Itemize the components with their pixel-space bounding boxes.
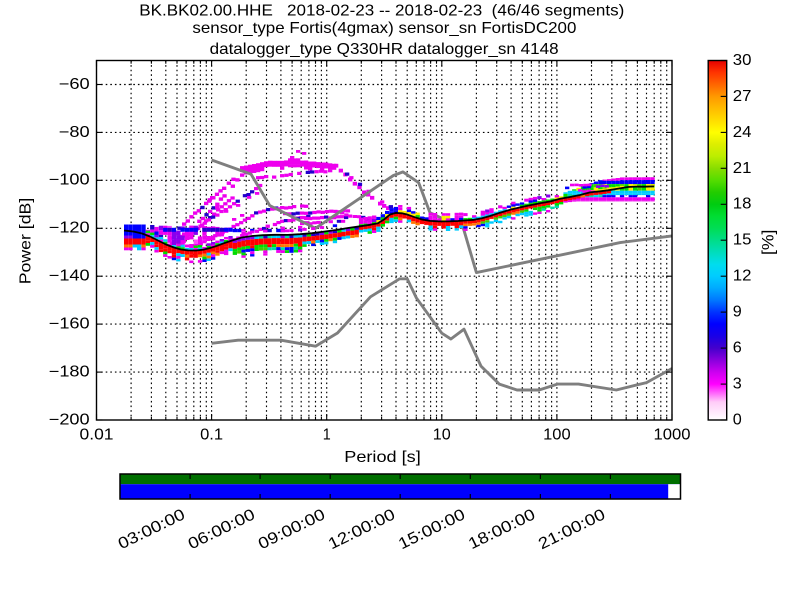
svg-text:−200: −200 (49, 411, 90, 428)
svg-text:100: 100 (543, 427, 571, 444)
svg-text:9: 9 (733, 304, 742, 321)
svg-text:datalogger_type Q330HR datalog: datalogger_type Q330HR datalogger_sn 414… (210, 41, 559, 58)
svg-text:−180: −180 (49, 364, 90, 381)
svg-text:[%]: [%] (759, 230, 778, 256)
svg-text:Power [dB]: Power [dB] (18, 198, 35, 285)
svg-text:−100: −100 (49, 172, 90, 189)
svg-text:15: 15 (733, 232, 752, 249)
svg-text:1: 1 (323, 427, 331, 444)
svg-text:0.01: 0.01 (80, 427, 114, 444)
svg-text:BK.BK02.00.HHE 2018-02-23 --: BK.BK02.00.HHE 2018-02-23 -- 2018-02-23 … (139, 3, 624, 20)
svg-text:−160: −160 (49, 316, 90, 333)
svg-text:24: 24 (733, 124, 752, 141)
svg-text:30: 30 (733, 52, 752, 69)
svg-text:12: 12 (733, 268, 752, 285)
svg-text:−80: −80 (59, 124, 90, 141)
svg-text:Period [s]: Period [s] (344, 449, 421, 466)
svg-text:1000: 1000 (654, 427, 691, 444)
svg-text:sensor_type Fortis(4gmax) sens: sensor_type Fortis(4gmax) sensor_sn Fort… (192, 20, 576, 37)
svg-text:0: 0 (733, 411, 742, 428)
svg-text:10: 10 (433, 427, 451, 444)
svg-text:21: 21 (733, 160, 752, 177)
svg-text:−140: −140 (49, 268, 90, 285)
svg-text:18: 18 (733, 196, 752, 213)
svg-text:27: 27 (733, 88, 752, 105)
svg-text:0.1: 0.1 (200, 427, 223, 444)
svg-text:3: 3 (733, 375, 742, 392)
svg-text:−60: −60 (59, 76, 90, 93)
svg-text:−120: −120 (49, 220, 90, 237)
svg-text:6: 6 (733, 340, 742, 357)
